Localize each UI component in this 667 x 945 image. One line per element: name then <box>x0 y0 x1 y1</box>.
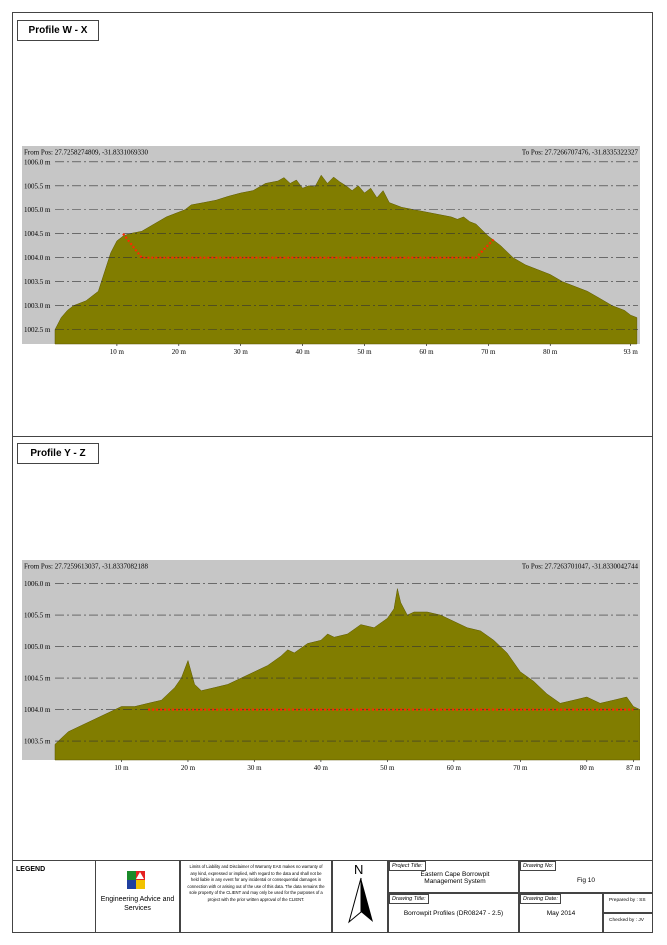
x-tick-label: 40 m <box>296 348 311 356</box>
drawing-date-box <box>519 893 603 933</box>
x-tick-label: 70 m <box>513 764 528 772</box>
company-box <box>95 860 180 933</box>
y-tick-label: 1003.5 m <box>24 738 51 746</box>
drawing-no: Fig 10 <box>576 877 596 884</box>
x-tick-label: 10 m <box>110 348 125 356</box>
y-tick-label: 1005.5 m <box>24 612 51 620</box>
disclaimer-text: Limits of Liability and Disclaimer of Wa… <box>187 864 325 902</box>
company-logo-icon <box>127 871 145 889</box>
to-pos-label: To Pos: 27.7263701047, -31.8330042744 <box>522 563 639 571</box>
x-tick-label: 93 m <box>624 348 639 356</box>
drawing-date-label: Drawing Date: <box>520 894 561 904</box>
y-tick-label: 1006.0 m <box>24 580 51 588</box>
x-tick-label: 40 m <box>314 764 329 772</box>
drawing-date: May 2014 <box>546 910 576 917</box>
drawing-title: Borrowpit Profiles (DR08247 - 2.5) <box>403 910 504 917</box>
y-tick-label: 1004.0 m <box>24 706 51 714</box>
prepared-by-box <box>603 893 653 913</box>
checked-by: Checked by : JV <box>609 918 644 923</box>
x-tick-label: 60 m <box>447 764 462 772</box>
y-tick-label: 1005.0 m <box>24 643 51 651</box>
borrowpit-floor-line <box>122 233 496 259</box>
section-label-profile-wx: Profile W - X <box>17 20 99 41</box>
x-tick-label: 87 m <box>626 764 640 772</box>
profile-wx-chart: From Pos: 27.7258274809, -31.8331069330 T… <box>22 146 640 356</box>
section-divider <box>12 436 653 437</box>
x-tick-label: 20 m <box>172 348 187 356</box>
y-tick-label: 1003.0 m <box>24 302 51 310</box>
disclaimer-box <box>180 860 332 933</box>
terrain-profile-area <box>54 588 640 761</box>
y-tick-label: 1005.5 m <box>24 182 51 190</box>
y-tick-label: 1004.5 m <box>24 230 51 238</box>
drawing-no-box <box>519 860 653 893</box>
to-pos-label: To Pos: 27.7266707476, -31.8335322327 <box>522 149 639 157</box>
project-title: Eastern Cape Borrowpit Management System <box>420 871 490 885</box>
drawing-title-label: Drawing Title: <box>389 894 429 904</box>
from-pos-label: From Pos: 27.7258274809, -31.8331069330 <box>24 149 149 157</box>
north-arrow-icon <box>348 877 373 924</box>
from-pos-label: From Pos: 27.7259613037, -31.8337082188 <box>24 563 149 571</box>
project-title-label: Project Title: <box>389 861 426 871</box>
company-name: Engineering Advice and Services <box>100 896 175 912</box>
y-tick-label: 1006.0 m <box>24 158 51 166</box>
x-tick-label: 60 m <box>419 348 434 356</box>
north-label: N <box>354 862 364 877</box>
prepared-by: Prepared by : SS <box>609 898 646 903</box>
section-label-profile-yz: Profile Y - Z <box>17 443 99 464</box>
chart-header-band <box>22 560 640 571</box>
x-tick-label: 10 m <box>114 764 129 772</box>
north-box <box>332 860 388 933</box>
x-tick-label: 20 m <box>181 764 196 772</box>
x-tick-label: 30 m <box>247 764 262 772</box>
y-tick-label: 1002.5 m <box>24 326 51 334</box>
legend-label: LEGEND <box>16 866 46 873</box>
y-tick-label: 1005.0 m <box>24 206 51 214</box>
x-tick-label: 50 m <box>357 348 372 356</box>
x-tick-label: 70 m <box>481 348 496 356</box>
terrain-profile-area <box>54 174 638 345</box>
drawing-title-box <box>388 893 519 933</box>
x-tick-label: 30 m <box>234 348 249 356</box>
checked-by-box <box>603 913 653 933</box>
y-tick-label: 1003.5 m <box>24 278 51 286</box>
x-tick-label: 50 m <box>380 764 395 772</box>
y-tick-label: 1004.5 m <box>24 675 51 683</box>
profile-yz-chart: From Pos: 27.7259613037, -31.8337082188 T… <box>22 560 640 772</box>
project-title-box <box>388 860 519 893</box>
chart-header-band <box>22 146 640 157</box>
drawing-no-label: Drawing No: <box>520 861 557 871</box>
x-tick-label: 80 m <box>580 764 595 772</box>
x-tick-label: 80 m <box>543 348 558 356</box>
y-tick-label: 1004.0 m <box>24 254 51 262</box>
